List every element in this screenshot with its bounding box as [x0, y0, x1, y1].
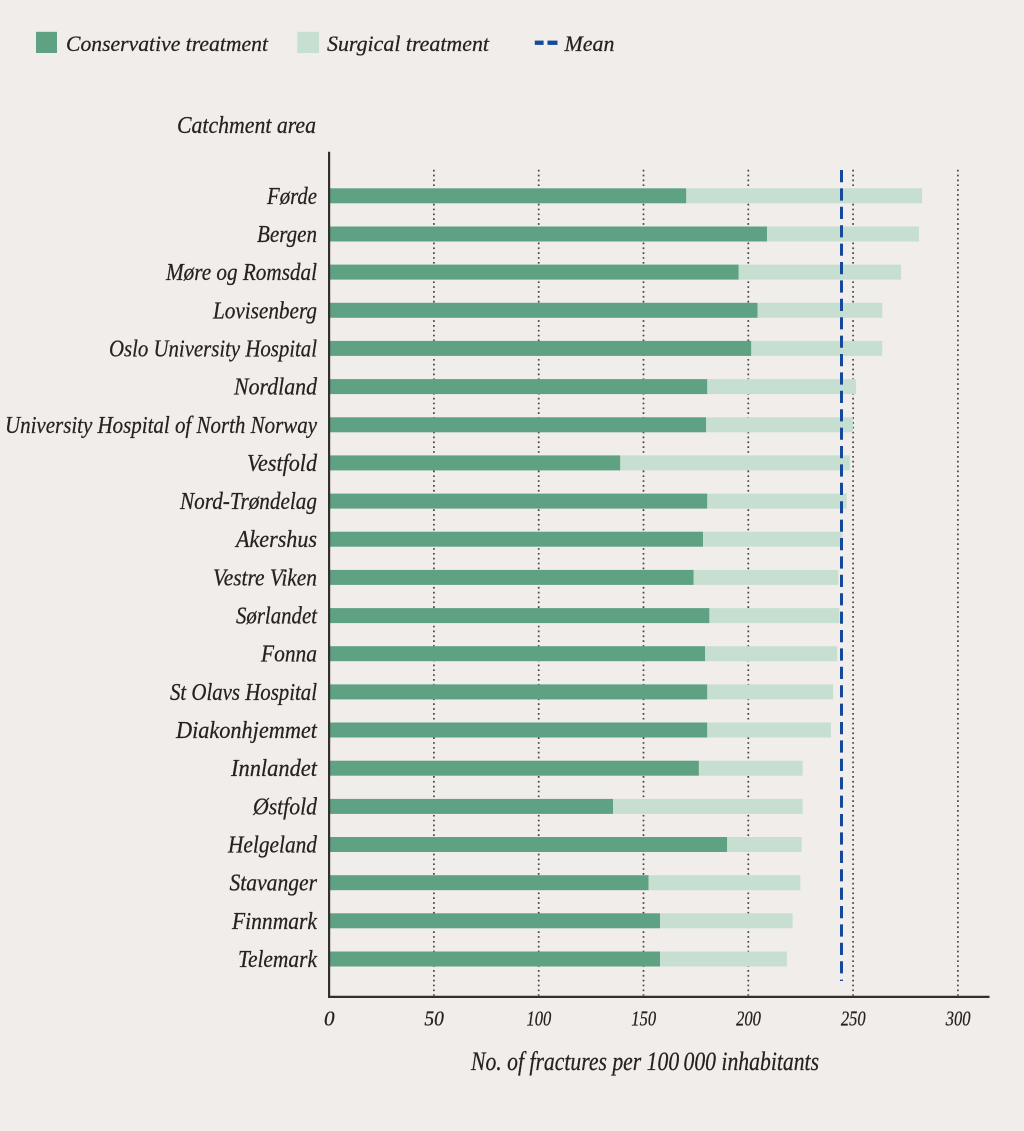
svg-text:Nordland: Nordland [233, 375, 318, 401]
svg-text:150: 150 [631, 1006, 656, 1030]
svg-text:Mean: Mean [564, 31, 615, 56]
svg-text:Telemark: Telemark [238, 947, 317, 973]
svg-text:Finnmark: Finnmark [231, 909, 317, 935]
svg-text:Nord-Trøndelag: Nord-Trøndelag [179, 489, 317, 515]
svg-text:Møre og Romsdal: Møre og Romsdal [165, 260, 317, 286]
svg-text:Sørlandet: Sørlandet [236, 604, 318, 630]
svg-text:Vestre Viken: Vestre Viken [213, 565, 317, 591]
svg-text:University Hospital of North N: University Hospital of North Norway [5, 413, 317, 439]
svg-text:300: 300 [945, 1006, 971, 1030]
svg-text:Lovisenberg: Lovisenberg [212, 298, 317, 324]
svg-text:St Olavs Hospital: St Olavs Hospital [170, 680, 317, 706]
svg-text:Fonna: Fonna [260, 642, 317, 668]
svg-text:100: 100 [527, 1006, 552, 1030]
svg-text:Diakonhjemmet: Diakonhjemmet [175, 718, 318, 744]
svg-text:Catchment area: Catchment area [177, 113, 316, 139]
svg-text:Østfold: Østfold [252, 794, 318, 820]
svg-text:Helgeland: Helgeland [227, 833, 318, 859]
svg-text:50: 50 [424, 1006, 444, 1030]
svg-text:Conservative treatment: Conservative treatment [66, 31, 269, 56]
svg-text:Stavanger: Stavanger [230, 871, 318, 897]
svg-text:0: 0 [324, 1006, 335, 1030]
svg-text:No. of fractures per 100 000 i: No. of fractures per 100 000 inhabitants [470, 1047, 819, 1076]
svg-text:Akershus: Akershus [234, 527, 317, 553]
svg-text:Bergen: Bergen [257, 222, 317, 248]
svg-text:Vestfold: Vestfold [247, 451, 318, 477]
svg-text:Oslo University Hospital: Oslo University Hospital [109, 336, 317, 362]
svg-text:200: 200 [736, 1006, 761, 1030]
svg-text:250: 250 [841, 1006, 866, 1030]
svg-text:Innlandet: Innlandet [230, 756, 318, 782]
svg-text:Førde: Førde [266, 184, 317, 210]
svg-text:Surgical treatment: Surgical treatment [327, 31, 490, 56]
